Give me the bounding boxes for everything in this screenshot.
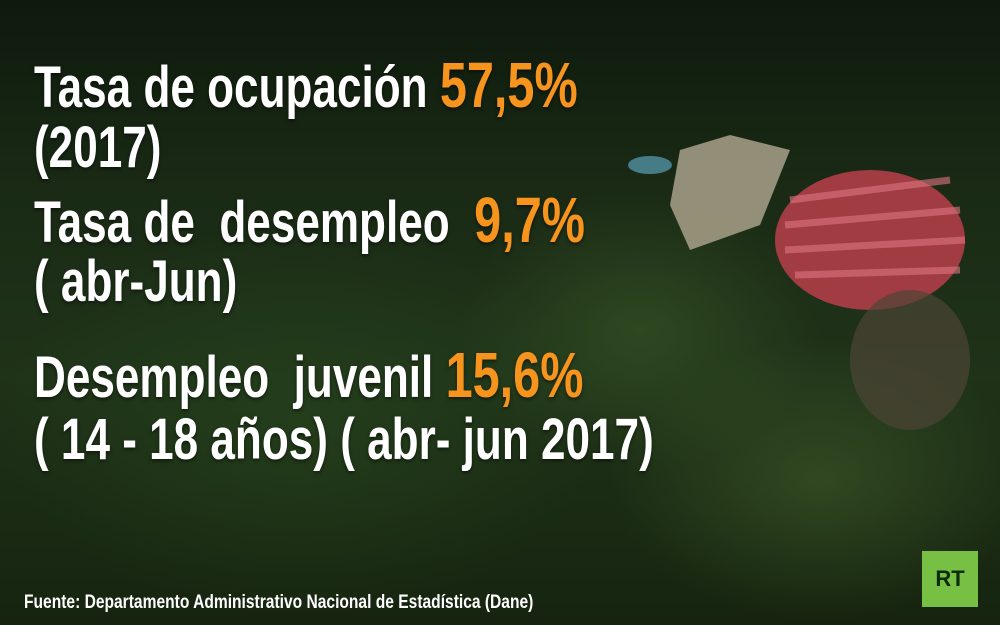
stat-value: 57,5% xyxy=(439,49,578,121)
stat-value: 9,7% xyxy=(474,184,586,256)
stat-label: Desempleo juvenil xyxy=(34,345,434,410)
stat-line: Tasa de ocupación 57,5% xyxy=(34,53,578,120)
source: Fuente: Departamento Administrativo Naci… xyxy=(24,592,534,613)
stat-label: Tasa de ocupación xyxy=(34,55,428,120)
logo: RT xyxy=(922,551,978,607)
legs xyxy=(850,290,970,430)
shirt-stripes xyxy=(784,176,966,279)
stat-label: Tasa de desempleo xyxy=(34,190,450,255)
stat-line: Desempleo juvenil 15,6% xyxy=(34,343,583,410)
hat xyxy=(670,135,790,250)
stat-period: ( abr-Jun) xyxy=(34,249,238,314)
stat-value: 15,6% xyxy=(445,339,584,411)
stat-line: Tasa de desempleo 9,7% xyxy=(34,188,585,255)
stat-period: ( 14 - 18 años) ( abr- jun 2017) xyxy=(34,407,654,472)
stat-period: (2017) xyxy=(34,115,162,180)
background-hat xyxy=(628,156,672,174)
